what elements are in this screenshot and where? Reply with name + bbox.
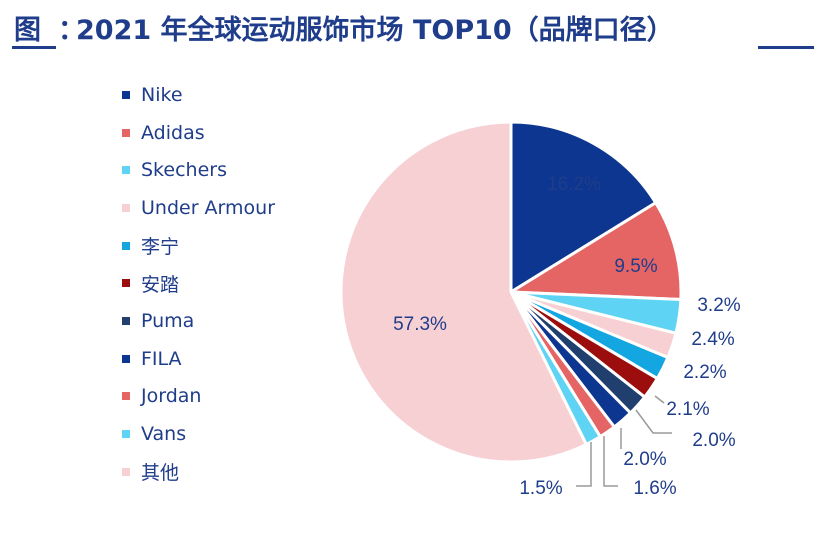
data-label: 2.4%	[691, 329, 734, 350]
data-label: 57.3%	[393, 314, 447, 335]
legend-swatch	[122, 430, 130, 439]
data-label: 3.2%	[697, 295, 740, 316]
leader-line	[654, 395, 665, 404]
legend-item: FILA	[122, 340, 275, 378]
legend-swatch	[122, 392, 130, 401]
legend-item: Adidas	[122, 114, 275, 152]
data-label: 9.5%	[614, 256, 657, 277]
legend-label: 李宁	[141, 236, 180, 259]
leader-line	[576, 442, 592, 487]
legend-item: 其他	[122, 453, 275, 491]
legend-item: Vans	[122, 415, 275, 453]
legend-label: 其他	[141, 462, 180, 485]
legend-swatch	[122, 467, 130, 476]
legend-label: 安踏	[141, 273, 180, 296]
legend-swatch	[122, 316, 130, 325]
pie-slice	[509, 201, 683, 301]
data-label: 2.2%	[683, 362, 726, 383]
legend-swatch	[122, 354, 130, 363]
legend-item: Puma	[122, 302, 275, 340]
legend-label: Jordan	[141, 385, 202, 408]
legend-label: Puma	[141, 309, 195, 332]
legend-swatch	[122, 203, 130, 212]
title-separator: ：	[58, 15, 85, 46]
legend-item: 安踏	[122, 264, 275, 302]
legend-swatch	[122, 90, 130, 99]
legend-item: 李宁	[122, 227, 275, 265]
data-label: 2.0%	[692, 430, 735, 451]
data-label: 1.5%	[519, 478, 562, 499]
legend-swatch	[122, 128, 130, 137]
legend-label: Adidas	[141, 121, 205, 144]
figure-label: 图	[14, 15, 41, 46]
legend-label: FILA	[141, 347, 182, 370]
data-label: 2.0%	[623, 449, 666, 470]
legend-label: Nike	[141, 83, 183, 106]
pie-slice	[339, 120, 588, 464]
legend-swatch	[122, 241, 130, 250]
legend-swatch	[122, 279, 130, 288]
legend-label: Under Armour	[141, 196, 276, 219]
legend-item: Under Armour	[122, 189, 275, 227]
legend-label: Skechers	[141, 159, 227, 182]
legend: Nike Adidas Skechers Under Armour 李宁安踏 Puma FI…	[122, 76, 275, 491]
data-label: 2.1%	[666, 399, 709, 420]
legend-label: Vans	[141, 423, 187, 446]
data-label: 1.6%	[633, 478, 676, 499]
chart-title: 2021 年全球运动服饰市场 TOP10（品牌口径）	[76, 15, 674, 46]
leader-line	[603, 436, 618, 487]
legend-item: Nike	[122, 76, 275, 114]
title-underline-right	[758, 46, 814, 49]
title-bar: 图 ： 2021 年全球运动服饰市场 TOP10（品牌口径）	[0, 0, 826, 52]
leader-line	[635, 409, 672, 434]
pie-slice	[509, 120, 658, 294]
data-label: 16.2%	[547, 174, 601, 195]
legend-swatch	[122, 166, 130, 175]
legend-item: Jordan	[122, 378, 275, 416]
title-underline-left	[12, 46, 56, 49]
legend-item: Skechers	[122, 151, 275, 189]
